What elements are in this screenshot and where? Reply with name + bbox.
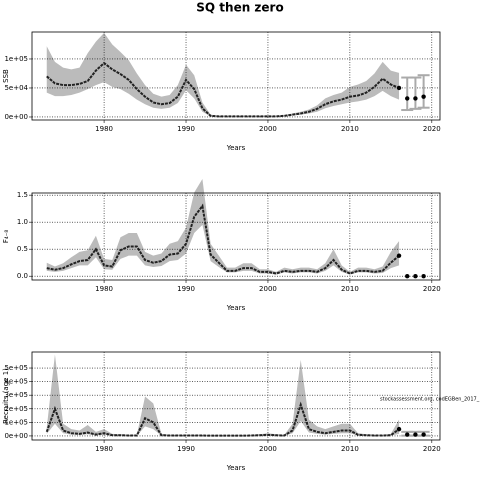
y-tick-label: 0e+00	[4, 113, 28, 121]
y-tick-label: 5e+04	[4, 84, 28, 92]
y-tick-label: 0.0	[17, 272, 28, 280]
x-tick-label: 1980	[95, 445, 113, 453]
x-axis-label: Years	[226, 304, 246, 312]
y-axis-label: F₄₋₈	[2, 230, 10, 244]
projection-point	[413, 96, 418, 101]
projection-point	[421, 274, 426, 279]
y-tick-label: 3e+05	[4, 391, 28, 399]
x-tick-label: 2000	[259, 285, 277, 293]
confidence-band	[46, 178, 400, 275]
x-tick-label: 2020	[423, 285, 441, 293]
y-tick-label: 1e+05	[4, 418, 28, 426]
confidence-band	[46, 32, 400, 117]
x-tick-label: 1980	[95, 125, 113, 133]
y-axis-label: Recruits (age 1)	[2, 368, 10, 424]
y-tick-label: 2e+05	[4, 405, 28, 413]
y-tick-label: 5e+05	[4, 364, 28, 372]
figure-title: SQ then zero	[196, 1, 283, 15]
projection-point	[421, 432, 426, 437]
x-tick-label: 2010	[341, 285, 359, 293]
x-tick-label: 2000	[259, 125, 277, 133]
x-tick-label: 1990	[177, 445, 195, 453]
projection-point	[413, 274, 418, 279]
x-tick-label: 2010	[341, 445, 359, 453]
projection-point	[421, 94, 426, 99]
last-estimate	[396, 85, 402, 91]
x-tick-label: 2000	[259, 445, 277, 453]
y-tick-label: 1.5	[17, 191, 28, 199]
x-tick-label: 2020	[423, 125, 441, 133]
projection-point	[405, 432, 410, 437]
projection-point	[413, 432, 418, 437]
y-tick-label: 1.0	[17, 218, 28, 226]
plot-frame	[31, 31, 441, 121]
plot-frame	[31, 192, 441, 281]
y-tick-label: 0.5	[17, 245, 28, 253]
x-tick-label: 2020	[423, 445, 441, 453]
x-tick-label: 1990	[177, 125, 195, 133]
x-tick-label: 2010	[341, 125, 359, 133]
last-estimate	[396, 253, 402, 258]
projection-point	[405, 274, 410, 279]
y-tick-label: 1e+05	[4, 55, 28, 63]
y-axis-label: SSB	[2, 69, 10, 83]
x-axis-label: Years	[226, 144, 246, 152]
annotation: stockassessment.org, codEGBen_2017_	[380, 397, 480, 403]
x-tick-label: 1980	[95, 285, 113, 293]
x-tick-label: 1990	[177, 285, 195, 293]
estimate-line	[46, 203, 400, 275]
last-estimate	[396, 426, 402, 432]
x-axis-label: Years	[226, 464, 246, 472]
projection-point	[405, 96, 410, 101]
plot-frame	[31, 351, 441, 441]
y-tick-label: 0e+00	[4, 432, 28, 440]
y-tick-label: 4e+05	[4, 378, 28, 386]
estimate-line	[46, 61, 400, 118]
